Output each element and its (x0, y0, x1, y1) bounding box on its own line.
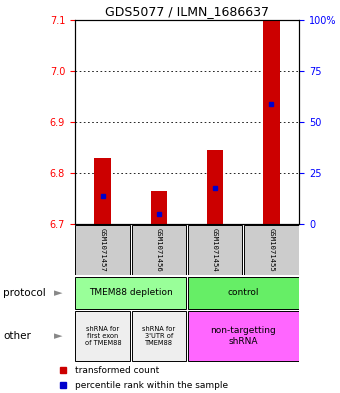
Text: GSM1071455: GSM1071455 (268, 228, 274, 272)
Text: transformed count: transformed count (75, 366, 159, 375)
Text: other: other (3, 331, 31, 341)
Bar (75, 277, 186, 309)
Text: TMEM88 depletion: TMEM88 depletion (89, 288, 173, 297)
Bar (244, 224, 299, 275)
Bar (132, 312, 186, 360)
Bar (207, 150, 223, 224)
Bar (132, 224, 186, 275)
Text: shRNA for
3'UTR of
TMEM88: shRNA for 3'UTR of TMEM88 (142, 326, 175, 346)
Bar (75, 224, 130, 275)
Bar (188, 312, 299, 360)
Text: shRNA for
first exon
of TMEM88: shRNA for first exon of TMEM88 (85, 326, 121, 346)
Bar (151, 191, 167, 224)
Text: ►: ► (54, 331, 63, 341)
Text: control: control (227, 288, 259, 297)
Text: ►: ► (54, 288, 63, 298)
Text: GSM1071456: GSM1071456 (156, 228, 162, 272)
Title: GDS5077 / ILMN_1686637: GDS5077 / ILMN_1686637 (105, 6, 269, 18)
Bar (188, 224, 242, 275)
Bar (95, 158, 111, 224)
Text: non-targetting
shRNA: non-targetting shRNA (210, 326, 276, 346)
Text: protocol: protocol (3, 288, 46, 298)
Text: GSM1071457: GSM1071457 (100, 228, 106, 272)
Bar (188, 277, 299, 309)
Bar (75, 312, 130, 360)
Bar (263, 20, 279, 224)
Text: GSM1071454: GSM1071454 (212, 228, 218, 272)
Text: percentile rank within the sample: percentile rank within the sample (75, 381, 228, 389)
